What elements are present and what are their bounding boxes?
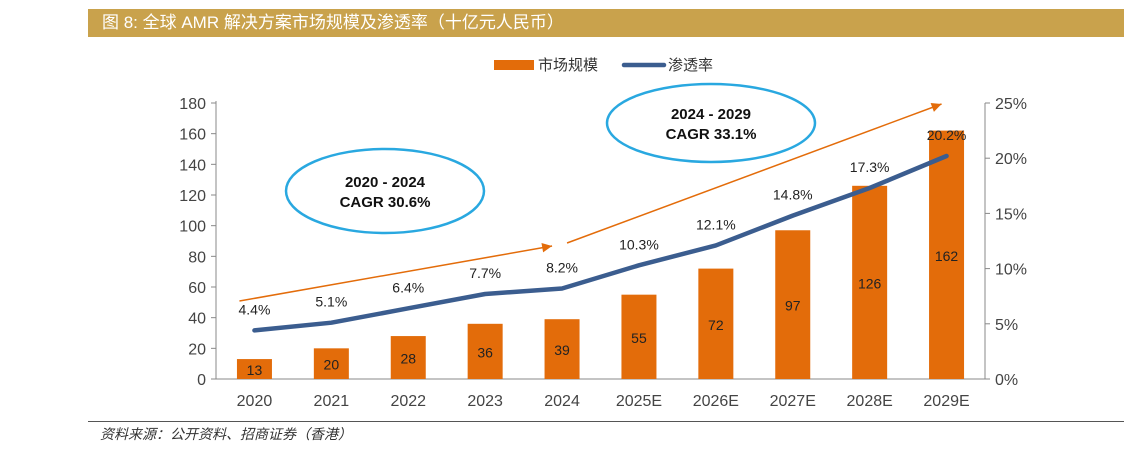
bar-2022 (390, 336, 426, 379)
bar-value-label: 97 (785, 298, 801, 314)
y-left-tick-label: 120 (179, 188, 206, 205)
source-note: 资料来源：公开资料、招商证券（香港） (100, 426, 352, 442)
bar-2026E (698, 268, 734, 379)
cagr-arrow-2024-2029-head (930, 102, 942, 112)
legend-label-market-size: 市场规模 (538, 57, 598, 74)
cagr-period-label: 2024 - 2029 (671, 106, 751, 123)
x-tick-label: 2022 (390, 393, 426, 410)
bar-2023 (467, 323, 503, 379)
bar-value-label: 39 (554, 342, 570, 358)
line-value-label: 17.3% (850, 159, 890, 175)
line-value-label: 20.2% (927, 127, 967, 143)
cagr-value-label: CAGR 30.6% (340, 194, 431, 211)
bar-value-label: 126 (858, 275, 882, 291)
y-left-tick-label: 160 (179, 127, 206, 144)
y-right-tick-label: 20% (995, 151, 1027, 168)
cagr-value-label: CAGR 33.1% (666, 126, 757, 143)
y-right-tick-label: 0% (995, 372, 1018, 389)
line-value-label: 12.1% (696, 216, 736, 232)
y-right-tick-label: 15% (995, 206, 1027, 223)
bar-value-label: 162 (935, 248, 959, 264)
x-tick-label: 2027E (770, 393, 816, 410)
y-left-tick-label: 140 (179, 157, 206, 174)
x-tick-label: 2026E (693, 393, 739, 410)
bar-2028E (852, 185, 888, 379)
bar-2027E (775, 230, 811, 379)
bar-value-label: 55 (631, 330, 647, 346)
line-value-label: 5.1% (315, 294, 347, 310)
bar-2020 (236, 359, 272, 379)
bar-value-label: 20 (324, 357, 340, 373)
bar-2029E (929, 130, 965, 379)
y-right-tick-label: 10% (995, 262, 1027, 279)
y-left-tick-label: 180 (179, 96, 206, 113)
x-tick-label: 2021 (314, 393, 350, 410)
cagr-ellipse-2 (605, 82, 817, 164)
legend-label-penetration: 渗透率 (668, 57, 713, 74)
bar-value-label: 28 (400, 351, 416, 367)
bar-value-label: 13 (247, 362, 263, 378)
bar-2021 (313, 348, 349, 379)
cagr-period-label: 2020 - 2024 (345, 174, 426, 191)
bar-2024 (544, 319, 580, 379)
footer-divider (88, 421, 1124, 422)
line-value-label: 8.2% (546, 259, 578, 275)
x-tick-label: 2029E (923, 393, 969, 410)
y-right-tick-label: 5% (995, 317, 1018, 334)
y-left-tick-label: 0 (197, 372, 206, 389)
penetration-line (252, 153, 949, 333)
y-left-tick-label: 40 (188, 311, 206, 328)
line-value-label: 6.4% (392, 279, 424, 295)
y-right-tick-label: 25% (995, 96, 1027, 113)
x-tick-label: 2024 (544, 393, 580, 410)
x-tick-label: 2025E (616, 393, 662, 410)
legend-swatch-bar (494, 60, 534, 70)
bar-value-label: 36 (477, 344, 493, 360)
x-tick-label: 2028E (847, 393, 893, 410)
bar-value-label: 72 (708, 317, 724, 333)
cagr-arrow-2020-2024 (239, 245, 553, 302)
y-left-tick-label: 80 (188, 249, 206, 266)
figure-title: 图 8: 全球 AMR 解决方案市场规模及渗透率（十亿元人民币） (88, 9, 1124, 37)
y-left-tick-label: 20 (188, 341, 206, 358)
bar-2025E (621, 294, 657, 379)
cagr-arrow-2024-2029 (566, 103, 942, 244)
y-left-tick-label: 100 (179, 219, 206, 236)
cagr-arrow-2020-2024-head (541, 243, 553, 253)
y-left-tick-label: 60 (188, 280, 206, 297)
x-tick-label: 2020 (237, 393, 273, 410)
x-tick-label: 2023 (467, 393, 503, 410)
cagr-ellipse-1 (284, 147, 486, 235)
line-value-label: 14.8% (773, 187, 813, 203)
line-value-label: 4.4% (238, 301, 270, 317)
line-value-label: 10.3% (619, 236, 659, 252)
line-value-label: 7.7% (469, 265, 501, 281)
